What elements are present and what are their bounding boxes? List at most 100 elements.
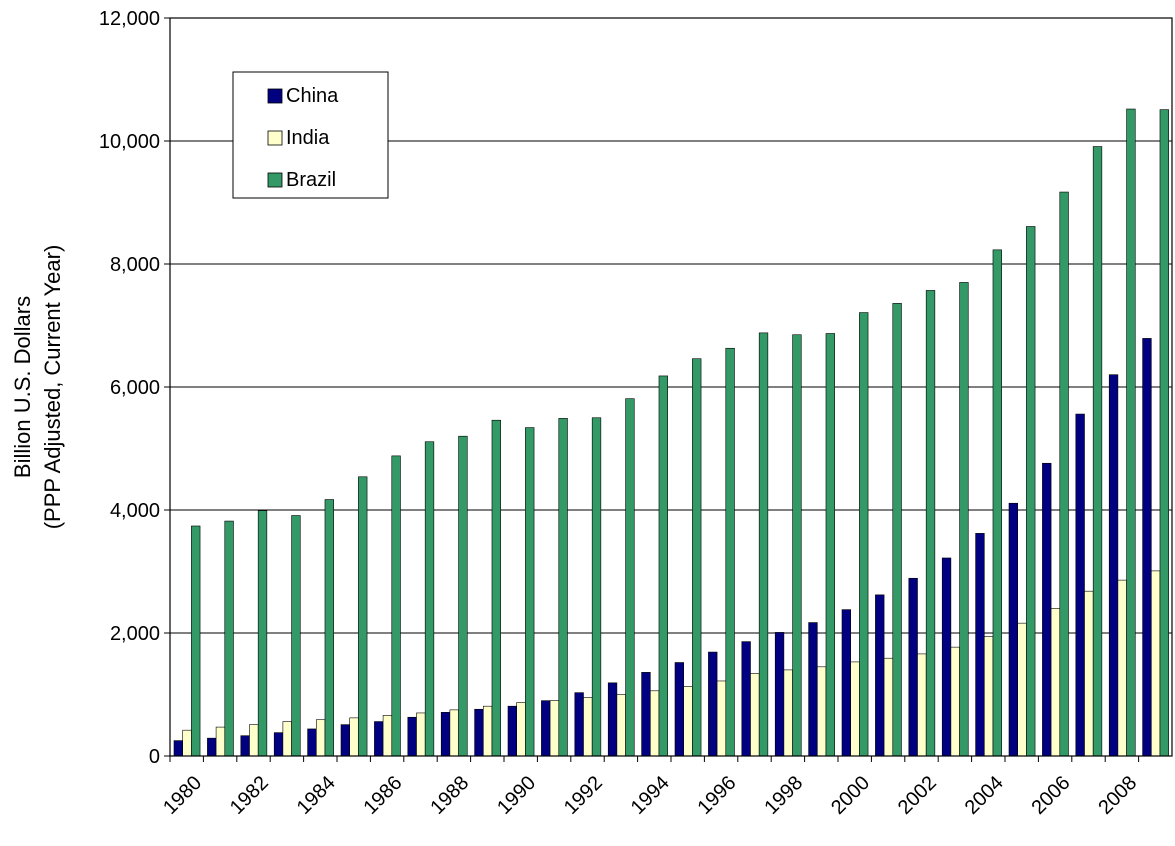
bar <box>324 499 334 757</box>
bar <box>625 398 635 757</box>
x-tick-label: 1990 <box>493 772 540 819</box>
bar <box>482 705 493 757</box>
y-tick-label: 2,000 <box>110 623 160 645</box>
bar <box>1150 570 1161 757</box>
bar <box>591 417 602 757</box>
bar <box>249 724 259 757</box>
bar <box>1159 109 1169 757</box>
bar <box>925 290 936 757</box>
bar <box>1092 146 1103 757</box>
legend-box <box>232 71 389 199</box>
legend-label: India <box>286 127 330 149</box>
bar <box>983 636 994 757</box>
bar <box>750 673 760 757</box>
bar <box>382 715 393 757</box>
bar <box>340 724 350 757</box>
bar <box>808 622 818 757</box>
bar <box>173 740 183 757</box>
legend-label: China <box>286 85 339 107</box>
bar <box>741 641 751 757</box>
x-tick-label: 1986 <box>360 772 407 819</box>
bar <box>215 726 226 757</box>
x-tick-label: 1984 <box>293 772 340 819</box>
x-tick-label: 1996 <box>694 772 741 819</box>
bar <box>1117 579 1127 757</box>
bar <box>792 334 802 757</box>
bar <box>273 732 284 757</box>
y-tick-label: 10,000 <box>99 131 160 153</box>
y-axis-label: (PPP Adjusted, Current Year) <box>40 245 65 530</box>
bar <box>407 716 417 757</box>
bar <box>358 476 368 757</box>
bar <box>1075 413 1085 757</box>
legend-label: Brazil <box>286 169 336 191</box>
bar <box>541 700 551 757</box>
bar <box>950 646 960 757</box>
bar <box>1108 374 1119 757</box>
bar <box>725 347 735 757</box>
x-tick-label: 1988 <box>426 772 473 819</box>
x-tick-label: 2004 <box>961 772 1008 819</box>
bar <box>282 721 292 757</box>
bar <box>583 697 593 757</box>
x-tick-label: 1982 <box>226 772 273 819</box>
bar <box>549 700 560 757</box>
x-tick-label: 1994 <box>627 772 674 819</box>
bar <box>491 419 501 757</box>
bar <box>641 672 651 757</box>
bar <box>1050 608 1061 757</box>
bar <box>257 510 268 757</box>
bar <box>1042 462 1052 757</box>
bar <box>841 609 851 757</box>
x-tick-label: 1992 <box>560 772 607 819</box>
bar <box>391 455 401 757</box>
bar <box>1126 108 1136 757</box>
bar <box>1026 226 1036 757</box>
bar <box>1142 338 1152 757</box>
bar <box>649 690 660 757</box>
bar <box>224 520 234 757</box>
x-tick-label: 2000 <box>827 772 874 819</box>
bar <box>307 728 317 757</box>
bar <box>1084 590 1094 757</box>
bar <box>474 708 484 757</box>
bar <box>240 735 250 757</box>
bar <box>616 694 626 757</box>
bar <box>207 737 217 757</box>
y-tick-label: 6,000 <box>110 377 160 399</box>
bar <box>892 303 902 757</box>
y-tick-label: 4,000 <box>110 500 160 522</box>
bar <box>658 375 668 757</box>
bar <box>558 418 568 757</box>
bar <box>774 632 785 757</box>
bar <box>716 680 727 757</box>
x-tick-label: 2008 <box>1094 772 1141 819</box>
bar <box>440 712 451 757</box>
bar <box>1017 622 1027 757</box>
legend-swatch <box>267 172 283 188</box>
bar <box>883 657 894 757</box>
bar <box>291 515 301 757</box>
bar <box>516 702 526 757</box>
bar <box>449 709 459 757</box>
bar <box>875 594 885 757</box>
bar <box>507 705 517 757</box>
bar <box>525 427 535 757</box>
bar <box>850 661 860 757</box>
bar <box>917 653 927 757</box>
bar <box>825 333 835 757</box>
bar <box>349 717 359 757</box>
bar <box>992 249 1002 757</box>
bar <box>708 651 718 757</box>
bar <box>1059 191 1069 757</box>
bar <box>315 719 326 757</box>
bar <box>374 721 384 757</box>
x-tick-label: 1980 <box>159 772 206 819</box>
x-tick-label: 2002 <box>894 772 941 819</box>
bar <box>975 533 985 757</box>
bar <box>416 712 426 757</box>
x-tick-label: 2006 <box>1028 772 1075 819</box>
plot-frame <box>169 17 1173 757</box>
x-tick-label: 1998 <box>760 772 807 819</box>
